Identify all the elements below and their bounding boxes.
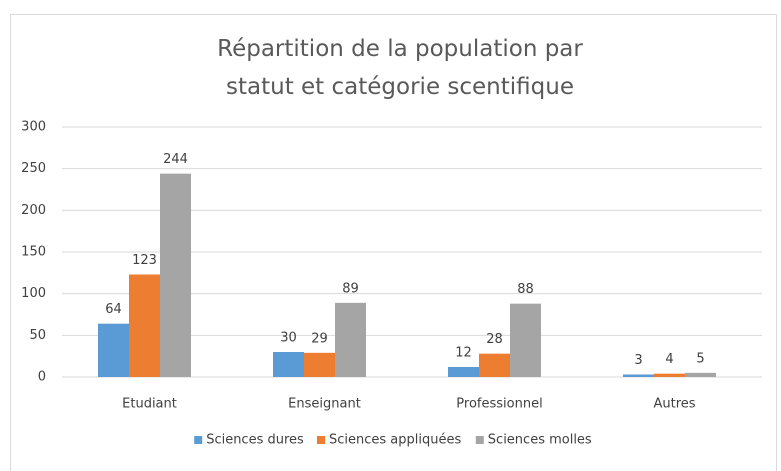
bar (160, 173, 191, 377)
y-tick-label: 250 (21, 161, 46, 176)
y-tick-label: 50 (29, 328, 46, 343)
bar (448, 367, 479, 377)
y-tick-label: 150 (21, 245, 46, 260)
y-tick-label: 300 (21, 120, 46, 135)
data-label: 29 (311, 331, 328, 346)
data-label: 244 (163, 152, 188, 167)
chart-frame (10, 14, 777, 471)
bar (479, 353, 510, 377)
bar (129, 274, 160, 377)
bar (654, 373, 685, 377)
data-label: 3 (634, 353, 642, 368)
data-label: 123 (132, 253, 157, 268)
y-tick-label: 200 (21, 203, 46, 218)
data-label: 28 (486, 332, 503, 347)
legend-label: Sciences molles (488, 433, 592, 448)
bar (510, 303, 541, 377)
legend-swatch (317, 436, 325, 444)
data-label: 64 (105, 302, 122, 317)
x-tick-label: Professionnel (456, 397, 542, 412)
legend-swatch (475, 436, 484, 444)
x-tick-label: Autres (653, 397, 695, 412)
bar (304, 352, 335, 377)
x-tick-label: Etudiant (122, 397, 177, 412)
bar (623, 374, 654, 377)
y-tick-label: 100 (21, 286, 46, 301)
bar (273, 352, 304, 377)
bar (685, 372, 716, 377)
chart-title: Répartition de la population par statut … (217, 36, 583, 100)
data-label: 12 (455, 346, 472, 361)
data-label: 88 (517, 282, 534, 297)
legend-swatch (194, 436, 203, 444)
data-label: 30 (280, 331, 297, 346)
data-label: 4 (665, 352, 673, 367)
bar (335, 302, 366, 377)
legend-label: Sciences dures (206, 433, 304, 448)
y-tick-label: 0 (38, 370, 46, 385)
data-label: 89 (342, 281, 359, 296)
data-label: 5 (696, 351, 704, 366)
legend-label: Sciences appliquées (329, 433, 461, 448)
x-tick-label: Enseignant (288, 397, 361, 412)
bar (98, 323, 129, 377)
